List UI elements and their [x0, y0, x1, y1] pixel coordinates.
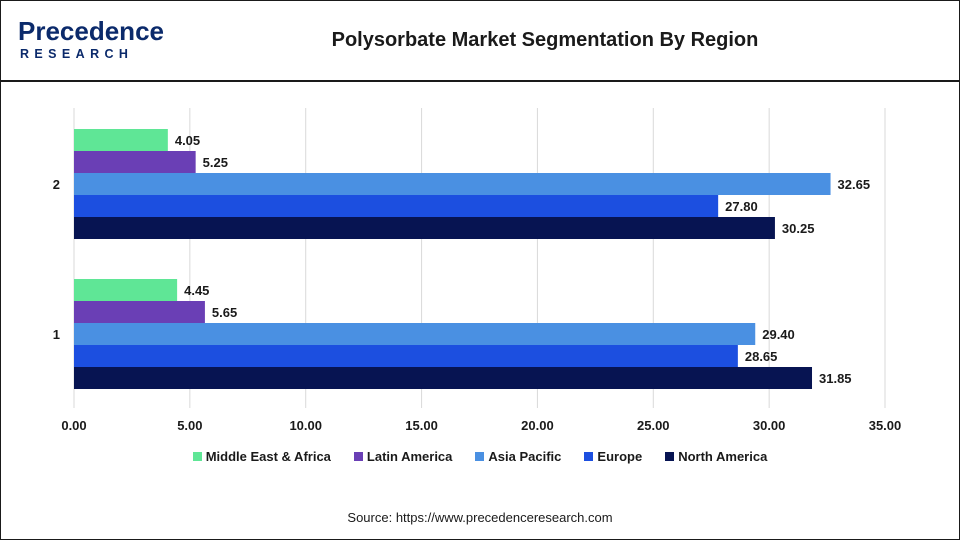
bar	[74, 279, 178, 301]
x-tick-label: 15.00	[405, 418, 438, 433]
bar	[74, 129, 168, 151]
bar-chart: 0.00 5.00 10.00 15.00 20.00 25.00 30.00 35.00 1 4…	[53, 108, 902, 433]
legend-swatch	[192, 451, 202, 461]
header-divider	[0, 80, 960, 82]
bar-value-label: 29.40	[762, 327, 795, 342]
legend-swatch	[353, 451, 363, 461]
bar-value-label: 5.25	[203, 155, 228, 170]
logo-subtext: RESEARCH	[20, 47, 134, 61]
bar-value-label: 4.45	[184, 283, 209, 298]
legend-label: North America	[678, 448, 768, 464]
legend-label: Europe	[597, 448, 643, 464]
legend-swatch	[665, 451, 675, 461]
legend-swatch	[584, 451, 594, 461]
x-tick-label: 30.00	[753, 418, 786, 433]
x-tick-label: 10.00	[289, 418, 322, 433]
chart-title: Polysorbate Market Segmentation By Regio…	[331, 29, 759, 51]
legend-item: Latin America	[353, 448, 453, 464]
y-category-label: 2	[53, 177, 60, 192]
x-tick-label: 25.00	[637, 418, 670, 433]
x-tick-label: 35.00	[869, 418, 902, 433]
bar-value-label: 27.80	[725, 199, 758, 214]
bar	[74, 173, 831, 195]
bar-value-label: 4.05	[175, 133, 200, 148]
bar	[74, 367, 813, 389]
source-note: Source: https://www.precedenceresearch.c…	[347, 510, 613, 525]
bar	[74, 301, 205, 323]
bar-value-label: 5.65	[212, 305, 237, 320]
bar	[74, 345, 738, 367]
header: Precedence RESEARCH Polysorbate Market S…	[0, 0, 960, 82]
logo-text: Precedence	[18, 16, 164, 46]
legend-item: Middle East & Africa	[192, 448, 331, 464]
legend-label: Asia Pacific	[488, 448, 562, 464]
bar	[74, 151, 196, 173]
legend-label: Latin America	[366, 448, 453, 464]
precedence-research-logo: Precedence RESEARCH	[18, 16, 168, 66]
chart-legend: Middle East & Africa Latin America Asia Pa…	[0, 446, 960, 466]
legend-item: Asia Pacific	[475, 449, 561, 464]
bar-value-label: 28.65	[745, 349, 778, 364]
legend-item: Europe	[584, 449, 642, 464]
x-tick-label: 20.00	[521, 418, 554, 433]
bar-value-label: 32.65	[838, 177, 871, 192]
legend-item: North America	[665, 449, 767, 464]
bar-value-label: 30.25	[782, 221, 815, 236]
legend-swatch	[475, 451, 485, 461]
bar	[74, 195, 719, 217]
bar-value-label: 31.85	[819, 371, 852, 386]
legend-label: Middle East & Africa	[205, 448, 331, 464]
y-category-label: 1	[53, 327, 60, 342]
x-tick-label: 0.00	[61, 418, 86, 433]
x-tick-label: 5.00	[177, 418, 202, 433]
bar	[74, 323, 756, 345]
bar	[74, 217, 775, 239]
